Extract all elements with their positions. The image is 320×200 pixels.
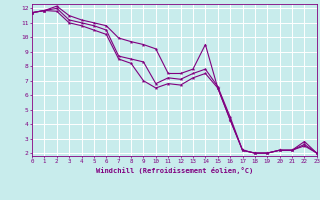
X-axis label: Windchill (Refroidissement éolien,°C): Windchill (Refroidissement éolien,°C): [96, 167, 253, 174]
